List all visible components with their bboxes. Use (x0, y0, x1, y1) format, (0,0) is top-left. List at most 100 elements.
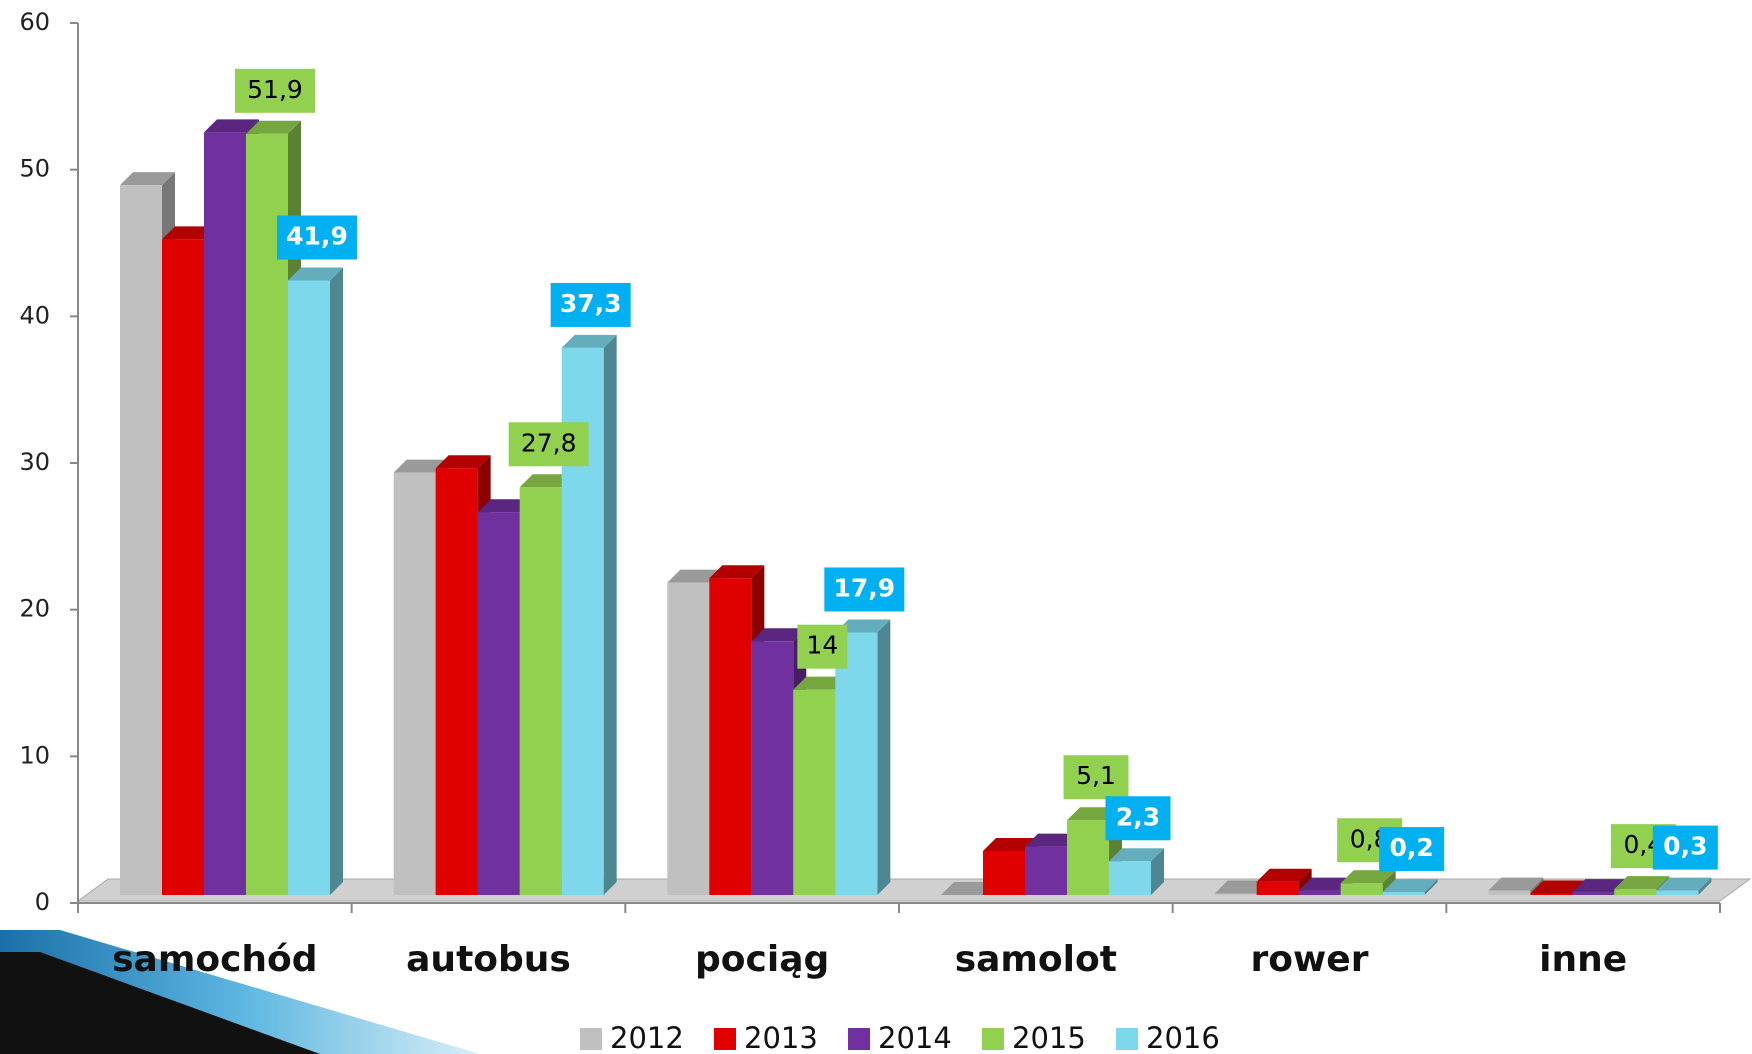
bar (793, 689, 836, 895)
bar (1614, 889, 1657, 895)
value-label-box (235, 68, 315, 113)
bar-top (561, 334, 617, 348)
bar (983, 851, 1025, 895)
bar (1340, 883, 1383, 895)
bar (1067, 820, 1109, 895)
x-tick-label: autobus (406, 939, 571, 980)
value-label-box (1105, 796, 1171, 841)
bar-top (793, 676, 849, 690)
bar (1109, 861, 1151, 895)
x-tick-label: inne (1539, 939, 1627, 980)
bar (1656, 890, 1699, 895)
legend-swatch (1116, 1028, 1138, 1050)
bar (162, 239, 204, 895)
bar (204, 132, 246, 896)
bar (835, 632, 878, 895)
bar-top (709, 565, 765, 579)
x-tick-label: rower (1251, 939, 1369, 980)
legend-label: 2012 (610, 1021, 684, 1054)
value-label-box (1063, 755, 1129, 800)
value-label-box (824, 567, 905, 612)
bar-side (1424, 879, 1438, 895)
bar-top (1214, 880, 1270, 894)
bar-side (330, 267, 343, 895)
bar-top (162, 226, 217, 240)
bar (1025, 846, 1067, 895)
bar (1488, 890, 1531, 895)
y-tick-label: 40 (19, 301, 50, 329)
bar-top (1340, 870, 1396, 884)
bar-top (1025, 833, 1080, 847)
bar-top (751, 628, 807, 642)
bar-top (941, 882, 996, 895)
bar-top (1530, 880, 1586, 894)
value-label-box (797, 624, 848, 669)
bar-side (603, 334, 617, 895)
legend-label: 2016 (1146, 1021, 1220, 1054)
bar-top (1614, 876, 1670, 890)
bar-top (435, 455, 491, 469)
bar-top (477, 499, 533, 513)
bar (393, 472, 436, 895)
bar (246, 133, 288, 896)
bar-top (1109, 848, 1164, 862)
legend-label: 2015 (1012, 1021, 1086, 1054)
bar-side (1151, 848, 1164, 895)
value-label: 0,2 (1390, 833, 1434, 862)
legend-label: 2013 (744, 1021, 818, 1054)
value-label: 17,9 (833, 573, 895, 602)
bar-top (983, 838, 1038, 851)
bar (1298, 890, 1341, 895)
y-tick-label: 10 (19, 741, 50, 769)
legend-label: 2014 (878, 1021, 952, 1054)
value-label: 0,3 (1663, 832, 1707, 861)
legend-swatch (848, 1028, 870, 1050)
bar (667, 582, 710, 895)
y-tick-label: 20 (19, 595, 50, 623)
bar-side (1698, 877, 1712, 895)
x-tick-label: samolot (955, 939, 1117, 980)
bar (1530, 893, 1573, 895)
bar-top (120, 172, 175, 186)
decoration (0, 952, 320, 1054)
y-tick-label: 30 (19, 448, 50, 476)
bar-top (1298, 877, 1354, 891)
value-label: 2,3 (1116, 802, 1160, 831)
value-label: 51,9 (247, 75, 303, 104)
bar-top (667, 569, 723, 583)
legend-swatch (982, 1028, 1004, 1050)
legend-swatch (580, 1028, 602, 1050)
y-tick-label: 50 (19, 155, 50, 183)
bar (1256, 881, 1299, 895)
bar-top (1656, 877, 1712, 891)
x-tick-label: pociąg (695, 939, 829, 980)
bar (709, 578, 752, 895)
bar-side (877, 619, 891, 895)
bar (120, 185, 162, 896)
bar-top (246, 120, 301, 134)
bar (751, 641, 794, 895)
bar (1572, 892, 1615, 895)
bar (1214, 893, 1257, 895)
value-label-box (277, 215, 357, 260)
bar-top (288, 267, 343, 281)
x-tick-label: samochód (112, 939, 317, 980)
bar-top (1572, 879, 1628, 893)
value-label: 41,9 (286, 221, 348, 250)
bar-top (204, 119, 259, 133)
value-label: 14 (806, 631, 838, 660)
value-label-box (1379, 827, 1445, 872)
bar (477, 512, 520, 895)
bar (435, 468, 478, 895)
value-label-box (550, 282, 631, 327)
value-label: 5,1 (1076, 761, 1116, 790)
bar-top (1382, 879, 1438, 893)
bar-top (519, 474, 575, 488)
value-label: 27,8 (521, 428, 577, 457)
bar (1382, 892, 1425, 895)
value-label-box (508, 422, 589, 467)
y-tick-label: 0 (35, 888, 50, 916)
bar-top (835, 619, 891, 633)
